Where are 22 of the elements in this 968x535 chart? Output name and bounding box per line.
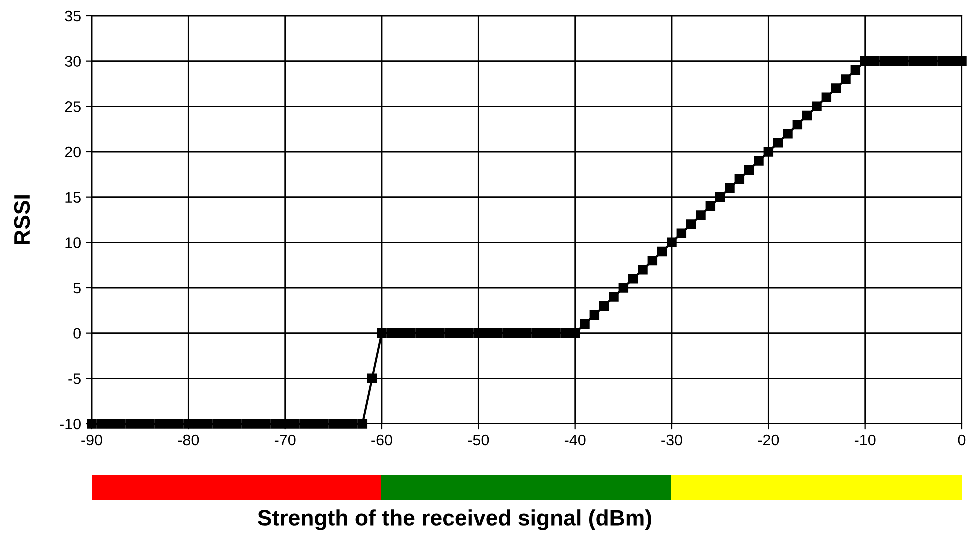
x-tick-label: -20 <box>758 434 780 446</box>
x-tick-label: -90 <box>82 434 102 446</box>
y-tick-label: -10 <box>60 418 81 430</box>
x-axis-title: Strength of the received signal (dBm) <box>258 510 652 530</box>
y-tick-label: 35 <box>65 10 81 22</box>
y-axis-title: RSSI <box>14 196 30 244</box>
y-tick-label: 5 <box>74 283 81 294</box>
x-tick-label: -70 <box>274 434 296 446</box>
y-tick-label: 25 <box>65 102 81 112</box>
x-tick-label: 0 <box>958 434 966 446</box>
y-tick-label: 10 <box>66 238 81 248</box>
y-tick-label: 20 <box>65 146 81 158</box>
x-tick-label: -30 <box>662 434 682 446</box>
x-tick-label: -40 <box>564 434 586 446</box>
y-tick-label: -5 <box>68 374 81 384</box>
y-tick-label: 15 <box>66 192 81 204</box>
y-tick-label: 0 <box>74 328 81 340</box>
x-tick-label: -50 <box>468 434 490 446</box>
x-tick-label: -10 <box>854 434 876 446</box>
y-tick-label: 30 <box>65 56 81 68</box>
x-tick-label: -60 <box>372 434 392 446</box>
x-tick-label: -80 <box>178 434 200 446</box>
